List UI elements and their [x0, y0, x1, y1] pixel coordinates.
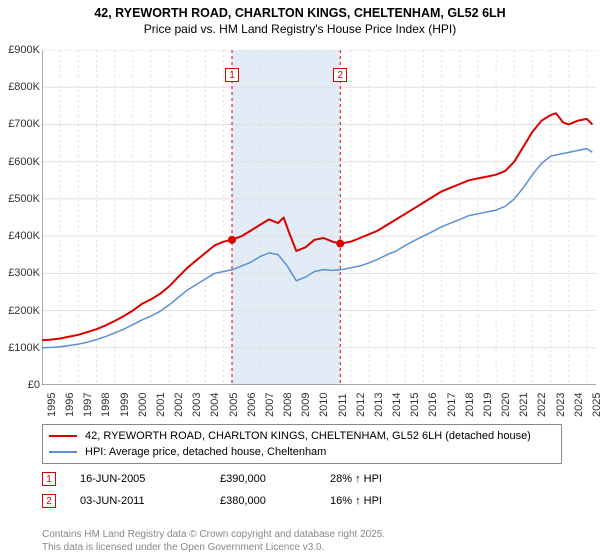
x-tick-label: 2014 — [391, 393, 403, 417]
legend-label-property: 42, RYEWORTH ROAD, CHARLTON KINGS, CHELT… — [85, 430, 531, 442]
y-tick-label: £200K — [8, 305, 40, 317]
sales-table: 1 16-JUN-2005 £390,000 28% ↑ HPI 2 03-JU… — [42, 468, 450, 512]
x-tick-label: 2006 — [246, 393, 258, 417]
sale-date-1: 16-JUN-2005 — [80, 473, 220, 485]
footer-line2: This data is licensed under the Open Gov… — [42, 541, 385, 554]
sale-row-1: 1 16-JUN-2005 £390,000 28% ↑ HPI — [42, 468, 450, 490]
chart-container: 42, RYEWORTH ROAD, CHARLTON KINGS, CHELT… — [0, 0, 600, 560]
x-tick-label: 2022 — [536, 393, 548, 417]
y-tick-label: £500K — [8, 193, 40, 205]
legend-swatch-hpi — [49, 451, 77, 453]
x-tick-label: 1995 — [46, 393, 58, 417]
legend-label-hpi: HPI: Average price, detached house, Chel… — [85, 446, 326, 458]
chart-callout-1: 1 — [225, 68, 239, 82]
x-tick-label: 2023 — [555, 393, 567, 417]
x-tick-label: 2019 — [482, 393, 494, 417]
title-subtitle: Price paid vs. HM Land Registry's House … — [0, 22, 600, 37]
x-tick-label: 2000 — [137, 393, 149, 417]
x-tick-label: 2008 — [282, 393, 294, 417]
legend-row-hpi: HPI: Average price, detached house, Chel… — [49, 444, 555, 460]
sale-row-2: 2 03-JUN-2011 £380,000 16% ↑ HPI — [42, 490, 450, 512]
x-tick-label: 1997 — [82, 393, 94, 417]
chart-area — [42, 50, 596, 385]
sale-marker-1: 1 — [42, 472, 56, 486]
y-tick-label: £900K — [8, 44, 40, 56]
x-tick-label: 2015 — [409, 393, 421, 417]
line-chart-svg — [42, 50, 596, 385]
legend-row-property: 42, RYEWORTH ROAD, CHARLTON KINGS, CHELT… — [49, 428, 555, 444]
x-tick-label: 2009 — [300, 393, 312, 417]
x-tick-label: 2007 — [264, 393, 276, 417]
y-tick-label: £700K — [8, 118, 40, 130]
footer-attribution: Contains HM Land Registry data © Crown c… — [42, 528, 385, 554]
x-tick-label: 2017 — [446, 393, 458, 417]
x-tick-label: 2024 — [573, 393, 585, 417]
x-tick-label: 2020 — [500, 393, 512, 417]
y-tick-label: £400K — [8, 230, 40, 242]
x-tick-label: 2012 — [355, 393, 367, 417]
y-tick-label: £100K — [8, 342, 40, 354]
title-address: 42, RYEWORTH ROAD, CHARLTON KINGS, CHELT… — [0, 6, 600, 22]
sale-delta-1: 28% ↑ HPI — [330, 473, 450, 485]
y-tick-label: £600K — [8, 156, 40, 168]
legend-box: 42, RYEWORTH ROAD, CHARLTON KINGS, CHELT… — [42, 424, 562, 464]
x-tick-label: 2004 — [209, 393, 221, 417]
x-tick-label: 2001 — [155, 393, 167, 417]
x-tick-label: 2016 — [427, 393, 439, 417]
sale-date-2: 03-JUN-2011 — [80, 495, 220, 507]
legend-swatch-property — [49, 435, 77, 437]
x-tick-label: 2021 — [518, 393, 530, 417]
x-tick-label: 1998 — [100, 393, 112, 417]
x-tick-label: 1999 — [119, 393, 131, 417]
sale-price-1: £390,000 — [220, 473, 330, 485]
y-tick-label: £800K — [8, 81, 40, 93]
x-tick-label: 2003 — [191, 393, 203, 417]
footer-line1: Contains HM Land Registry data © Crown c… — [42, 528, 385, 541]
y-tick-label: £0 — [28, 379, 40, 391]
y-tick-label: £300K — [8, 267, 40, 279]
x-tick-label: 2011 — [337, 393, 349, 417]
title-block: 42, RYEWORTH ROAD, CHARLTON KINGS, CHELT… — [0, 0, 600, 37]
x-tick-label: 2002 — [173, 393, 185, 417]
x-tick-label: 2013 — [373, 393, 385, 417]
sale-marker-2: 2 — [42, 494, 56, 508]
x-tick-label: 2025 — [591, 393, 600, 417]
sale-price-2: £380,000 — [220, 495, 330, 507]
sale-delta-2: 16% ↑ HPI — [330, 495, 450, 507]
chart-callout-2: 2 — [333, 68, 347, 82]
x-tick-label: 2005 — [228, 393, 240, 417]
x-tick-label: 2018 — [464, 393, 476, 417]
x-tick-label: 2010 — [318, 393, 330, 417]
x-tick-label: 1996 — [64, 393, 76, 417]
